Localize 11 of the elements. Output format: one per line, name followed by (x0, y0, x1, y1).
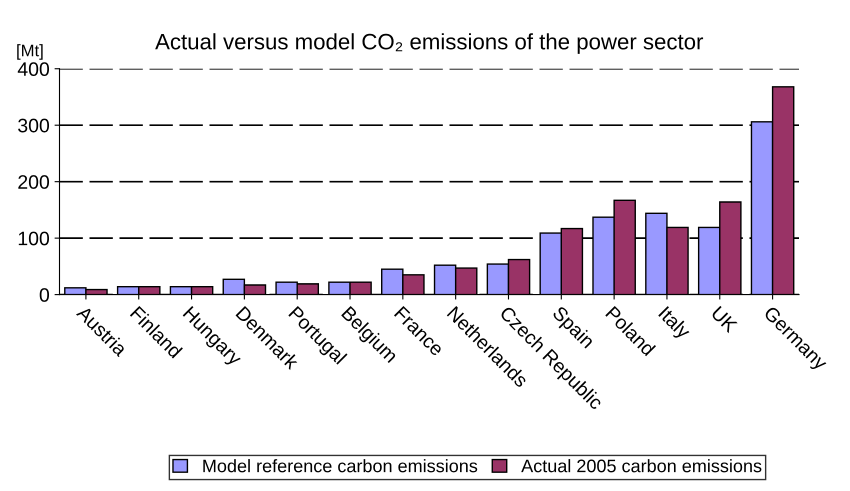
y-axis-title: [Mt] (17, 44, 43, 60)
y-tick-label: 0 (40, 288, 50, 302)
y-tick-label: 200 (18, 175, 50, 189)
x-tick-label: Italy (655, 306, 692, 342)
chart-title: Actual versus model CO₂ emissions of the power sector (155, 33, 704, 54)
y-tick-label: 400 (18, 62, 50, 76)
y-tick-label: 300 (18, 118, 50, 132)
y-tick-label: 100 (18, 232, 50, 246)
x-tick-label: UK (710, 306, 738, 334)
legend-label: Actual 2005 carbon emissions (521, 459, 762, 472)
legend-label: Model reference carbon emissions (203, 459, 478, 472)
